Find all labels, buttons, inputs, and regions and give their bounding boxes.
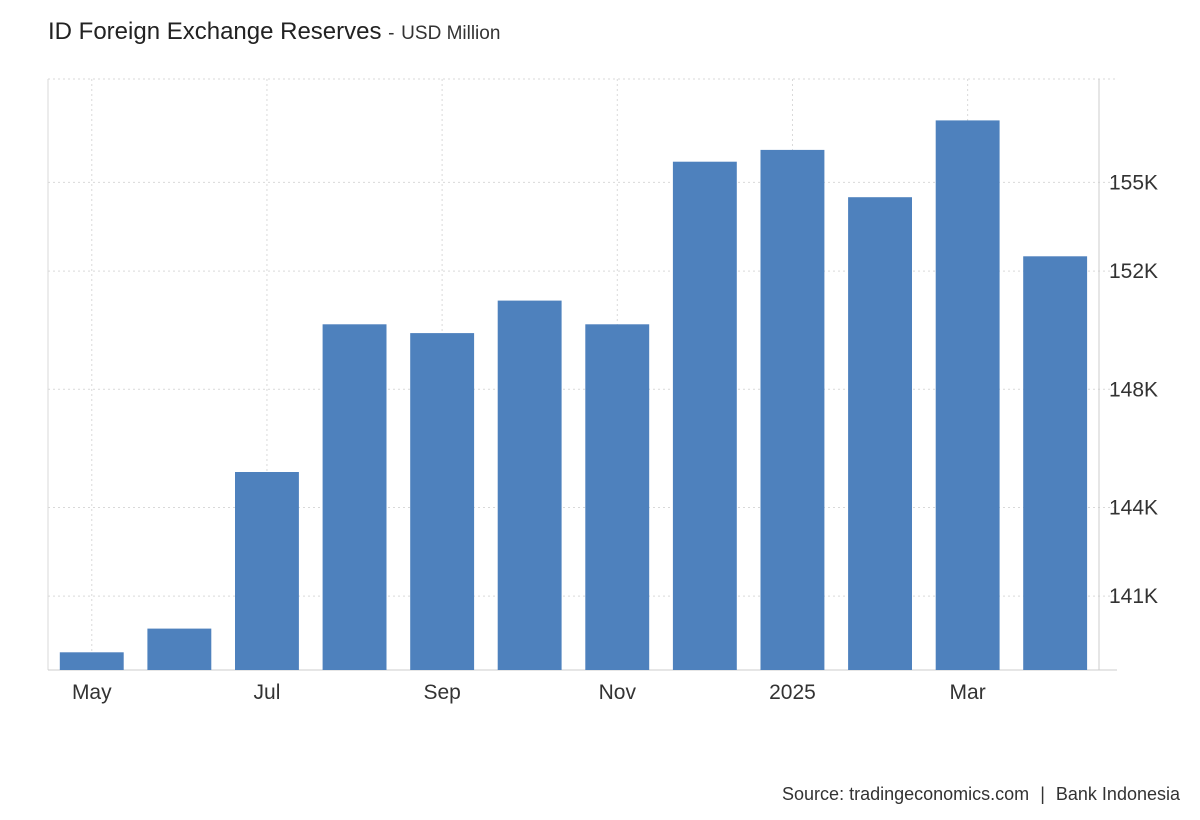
x-tick-label: May	[72, 681, 112, 704]
x-tick-label: Mar	[950, 681, 986, 704]
bar-jul[interactable]	[235, 472, 299, 670]
chart-subtitle-separator: -	[388, 23, 395, 44]
bar-may[interactable]	[59, 652, 124, 670]
source-link[interactable]: tradingeconomics.com	[849, 784, 1030, 804]
y-tick-label: 148K	[1109, 378, 1158, 401]
bar-mar[interactable]	[935, 120, 1000, 670]
y-tick-label: 141K	[1109, 585, 1158, 608]
source-org: Bank Indonesia	[1055, 784, 1180, 804]
y-tick-label: 155K	[1109, 171, 1158, 194]
source-divider: |	[1040, 784, 1045, 804]
bar-sep[interactable]	[410, 333, 475, 670]
x-tick-label: 2025	[769, 681, 816, 704]
bar-aug[interactable]	[322, 324, 387, 670]
bar-nov[interactable]	[585, 324, 650, 670]
chart-subtitle: USD Million	[401, 23, 501, 44]
bar-dec[interactable]	[672, 161, 737, 670]
x-tick-label: Nov	[599, 681, 637, 704]
bar-jun[interactable]	[147, 628, 212, 670]
chart-title-block: ID Foreign Exchange Reserves - USD Milli…	[48, 18, 500, 46]
bar-2025[interactable]	[760, 149, 825, 670]
y-tick-label: 152K	[1109, 260, 1158, 283]
bar-feb[interactable]	[848, 197, 912, 670]
source-prefix: Source:	[782, 784, 845, 804]
bar-oct[interactable]	[497, 300, 562, 670]
x-tick-label: Sep	[423, 681, 460, 704]
y-tick-label: 144K	[1109, 496, 1158, 519]
chart-title: ID Foreign Exchange Reserves	[48, 18, 382, 45]
x-tick-label: Jul	[254, 681, 281, 704]
bar-apr[interactable]	[1023, 256, 1088, 670]
source-footer: Source: tradingeconomics.com | Bank Indo…	[782, 784, 1180, 805]
